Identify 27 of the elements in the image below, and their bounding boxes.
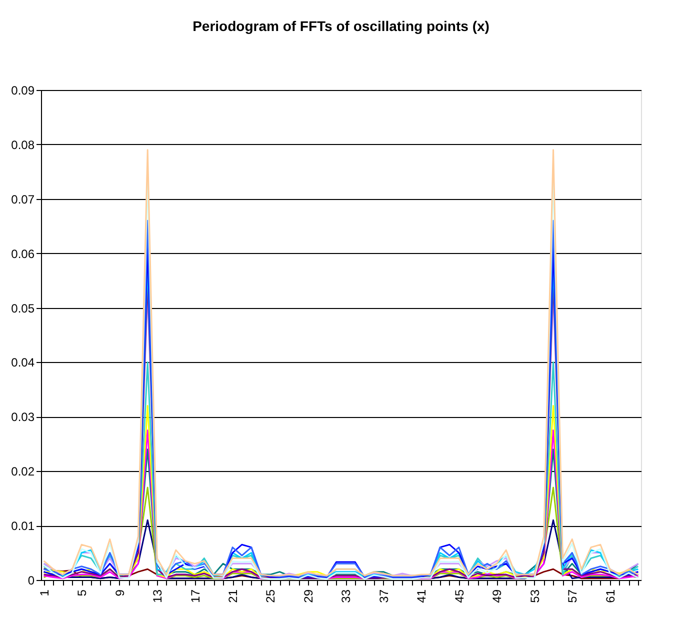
x-tick-label: 29	[301, 589, 316, 603]
x-tick-label: 25	[264, 589, 278, 603]
x-tick-label: 37	[376, 589, 391, 603]
x-tick-label: 33	[339, 589, 354, 603]
y-tick-label: 0.03	[11, 410, 35, 424]
y-tick-label: 0.01	[11, 519, 35, 534]
y-tick-label: 0.07	[11, 192, 35, 206]
y-tick-label: 0.04	[11, 356, 35, 370]
y-tick-label: 0.05	[11, 301, 35, 316]
x-tick-label: 57	[566, 589, 580, 603]
x-tick-label: 53	[528, 589, 542, 603]
x-tick-label: 41	[414, 589, 429, 603]
x-tick-label: 9	[112, 589, 127, 596]
x-tick-label: 49	[490, 589, 504, 603]
y-tick-label: 0.09	[11, 84, 35, 98]
x-tick-label: 21	[226, 589, 240, 603]
y-tick-label: 0	[28, 574, 35, 588]
y-tick-label: 0.08	[11, 138, 35, 152]
x-tick-label: 5	[75, 589, 90, 596]
x-tick-label: 1	[37, 589, 52, 596]
y-tick-label: 0.06	[11, 246, 35, 261]
x-tick-label: 45	[452, 589, 466, 603]
y-tick-label: 0.02	[11, 464, 35, 479]
x-tick-label: 61	[603, 589, 618, 603]
x-tick-label: 17	[188, 589, 202, 603]
chart-title: Periodogram of FFTs of oscillating points (x)	[192, 18, 490, 34]
x-tick-label: 13	[150, 589, 165, 603]
